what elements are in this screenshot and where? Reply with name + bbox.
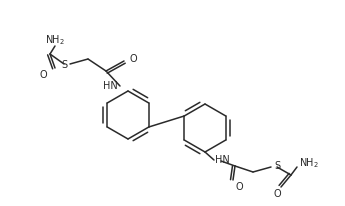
- Text: NH$_2$: NH$_2$: [299, 156, 319, 170]
- Text: S: S: [61, 60, 67, 70]
- Text: S: S: [274, 161, 280, 171]
- Text: HN: HN: [103, 81, 118, 91]
- Text: NH$_2$: NH$_2$: [45, 33, 65, 47]
- Text: O: O: [273, 189, 281, 199]
- Text: O: O: [39, 70, 47, 80]
- Text: O: O: [235, 182, 243, 192]
- Text: HN: HN: [215, 155, 230, 165]
- Text: O: O: [129, 54, 137, 64]
